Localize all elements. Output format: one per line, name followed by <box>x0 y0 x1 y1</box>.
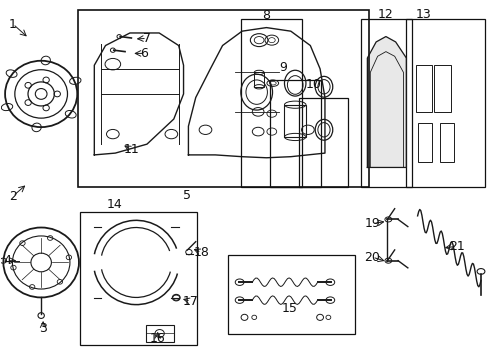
Text: 1: 1 <box>9 18 17 31</box>
Text: 8: 8 <box>262 9 270 22</box>
Text: 6: 6 <box>141 47 148 60</box>
Bar <box>269 80 320 187</box>
Text: 14: 14 <box>106 198 122 211</box>
Text: 10: 10 <box>305 78 321 91</box>
Bar <box>240 19 302 187</box>
Text: 2: 2 <box>9 190 17 203</box>
Bar <box>406 19 485 187</box>
Bar <box>228 255 354 334</box>
Text: 11: 11 <box>123 143 139 156</box>
Bar <box>146 325 173 342</box>
Bar <box>299 98 347 187</box>
Text: 4: 4 <box>3 254 11 267</box>
Text: 17: 17 <box>183 295 199 308</box>
Bar <box>80 212 196 345</box>
Text: 12: 12 <box>377 8 393 21</box>
Bar <box>254 72 264 87</box>
Bar <box>415 65 431 112</box>
Bar <box>284 105 305 137</box>
Text: 3: 3 <box>39 322 47 335</box>
Text: 16: 16 <box>149 332 165 345</box>
Polygon shape <box>366 37 406 167</box>
Bar <box>439 123 453 162</box>
Bar <box>78 10 368 187</box>
Text: 19: 19 <box>364 217 379 230</box>
Bar <box>360 19 411 187</box>
Text: 15: 15 <box>282 302 297 315</box>
Text: 9: 9 <box>279 60 286 73</box>
Bar <box>433 65 450 112</box>
Text: 21: 21 <box>448 240 464 253</box>
Text: 20: 20 <box>364 251 379 264</box>
Text: 5: 5 <box>183 189 191 202</box>
Text: 7: 7 <box>142 32 151 45</box>
Bar <box>417 123 431 162</box>
Text: 18: 18 <box>193 246 209 259</box>
Text: 13: 13 <box>415 8 431 21</box>
